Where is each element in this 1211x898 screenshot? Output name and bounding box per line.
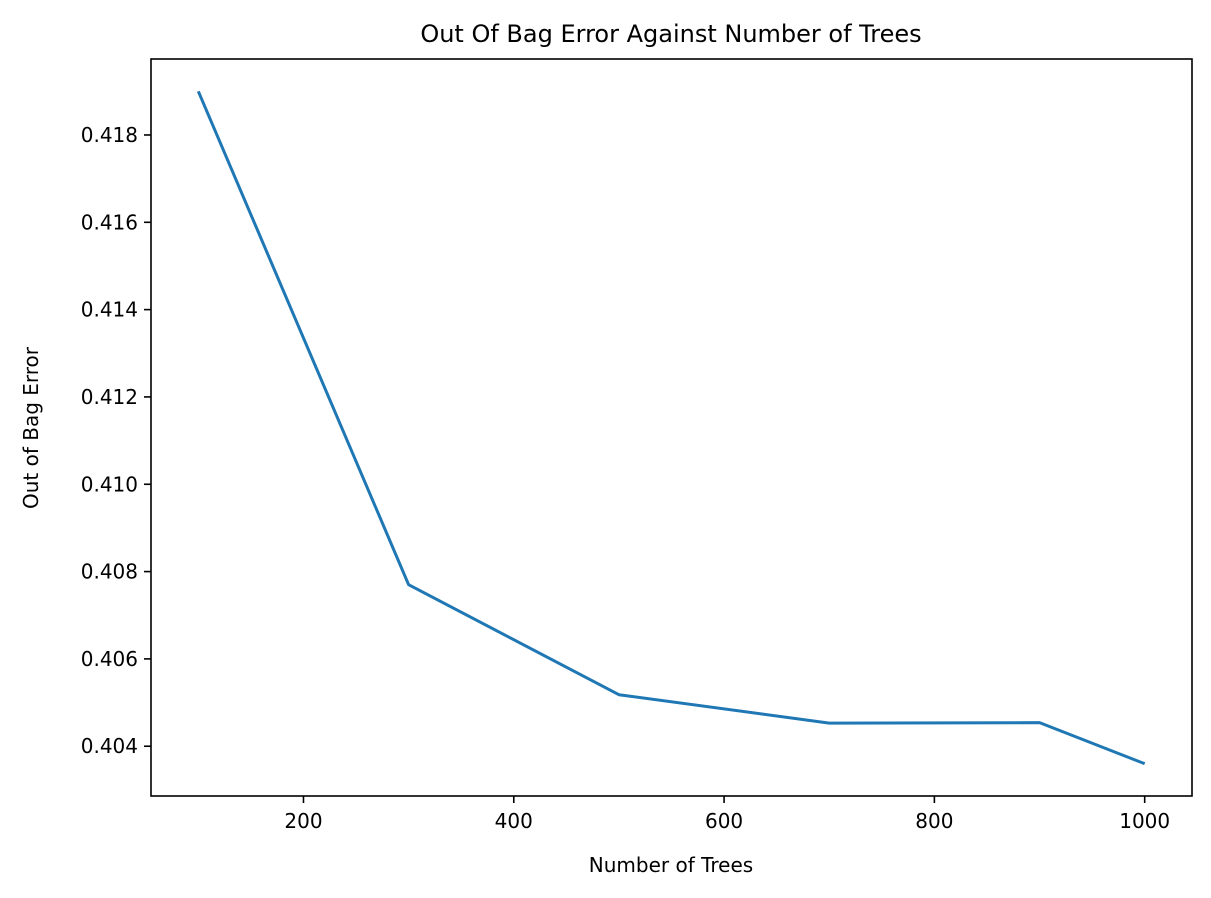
x-tick-label: 1000 — [1119, 809, 1170, 833]
x-tick-label: 200 — [284, 809, 322, 833]
plot-frame — [150, 58, 1193, 797]
x-axis-label: Number of Trees — [589, 853, 753, 877]
y-tick-label: 0.418 — [81, 123, 138, 147]
x-tick-label: 800 — [915, 809, 953, 833]
plot-background — [151, 59, 1192, 796]
y-tick-label: 0.410 — [81, 472, 138, 496]
x-axis: 200 400 600 800 1000 — [284, 796, 1170, 833]
series-line — [196, 90, 1146, 766]
x-tick-label: 400 — [495, 809, 533, 833]
plot-area — [151, 59, 1192, 796]
y-tick-label: 0.406 — [81, 647, 138, 671]
y-tick-label: 0.416 — [81, 210, 138, 234]
chart-title: Out Of Bag Error Against Number of Trees — [420, 20, 921, 48]
series-layer — [196, 90, 1146, 766]
y-axis: 0.404 0.406 0.408 0.410 0.412 0.414 0.416 0.418 — [81, 123, 151, 758]
y-tick-label: 0.412 — [81, 385, 138, 409]
y-tick-label: 0.404 — [81, 734, 138, 758]
x-tick-label: 600 — [705, 809, 743, 833]
y-tick-label: 0.408 — [81, 560, 138, 584]
y-tick-label: 0.414 — [81, 298, 138, 322]
y-axis-label: Out of Bag Error — [19, 346, 43, 509]
